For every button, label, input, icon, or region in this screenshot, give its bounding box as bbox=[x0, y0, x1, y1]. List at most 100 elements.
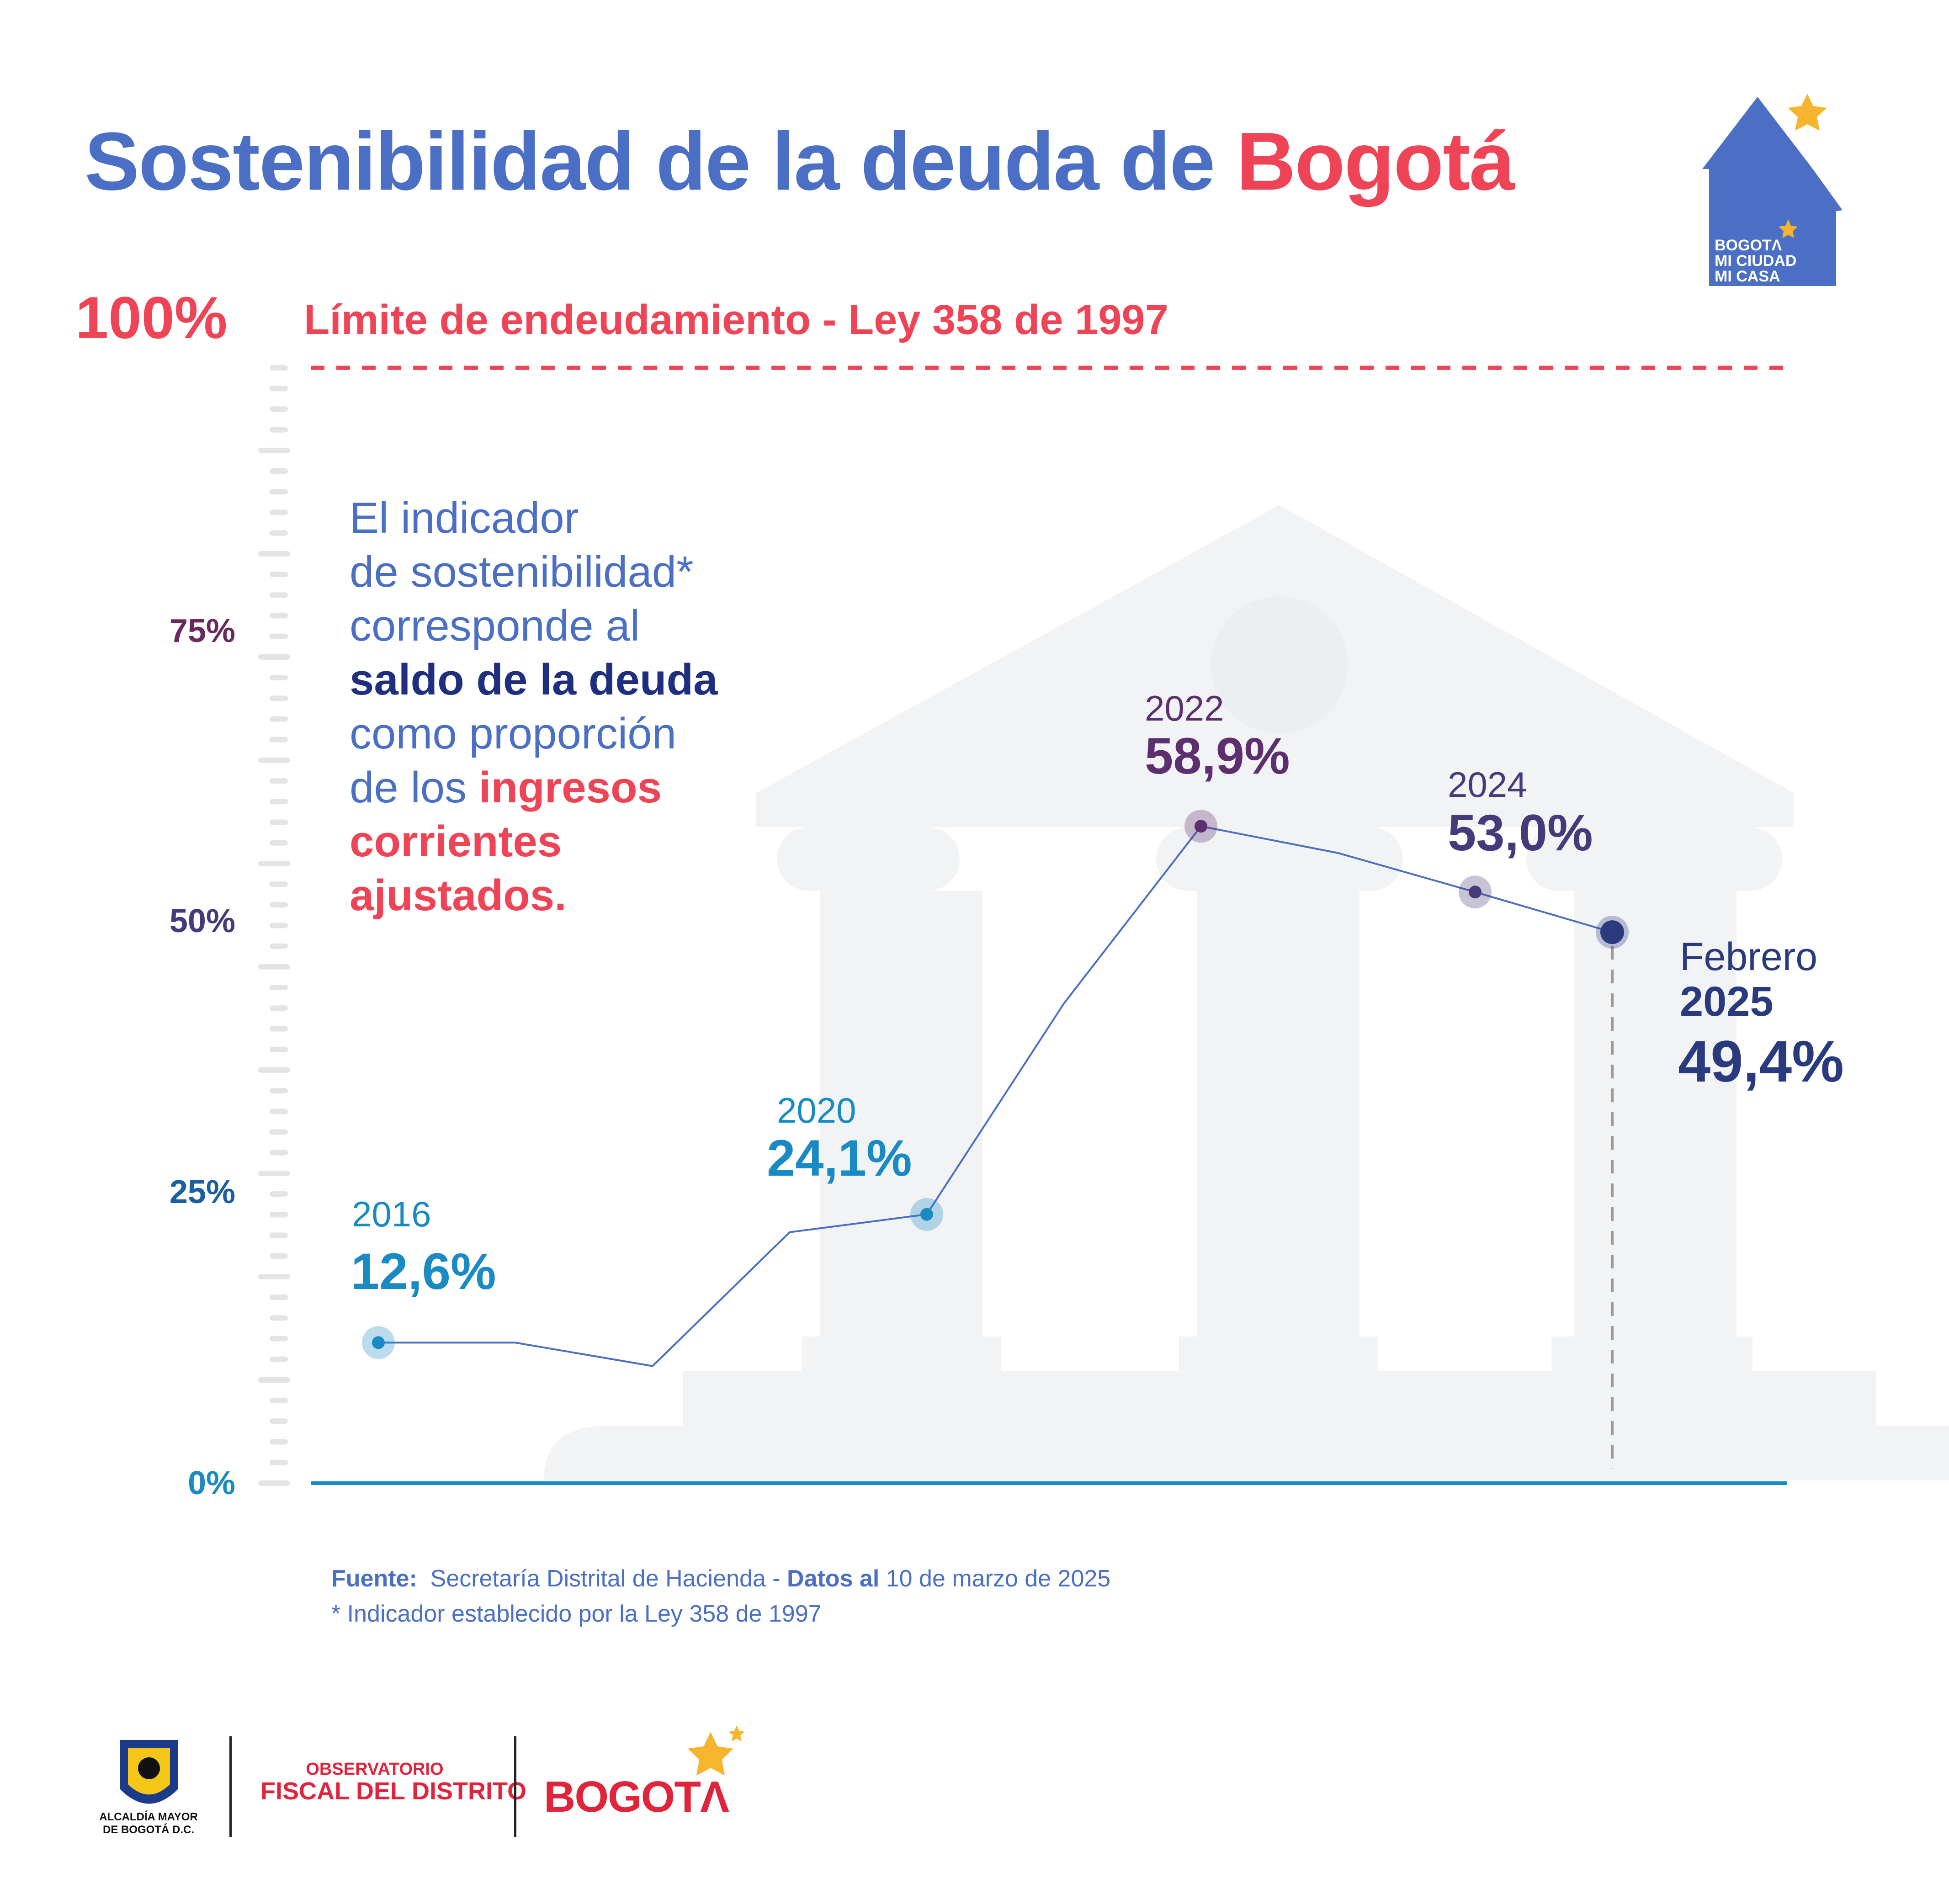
y-axis-tick bbox=[270, 1439, 288, 1445]
y-axis-tick bbox=[270, 1046, 288, 1052]
y-axis-tick bbox=[270, 1232, 288, 1238]
y-axis-tick bbox=[258, 1170, 290, 1176]
y-axis-tick bbox=[270, 881, 288, 887]
y-axis-tick bbox=[270, 509, 288, 515]
annotation-year-2020: 2020 bbox=[777, 1090, 856, 1130]
annotation-year-2024: 2024 bbox=[1448, 764, 1527, 805]
y-tick-0: 0% bbox=[187, 1465, 235, 1501]
annotation-year-2016: 2016 bbox=[352, 1194, 431, 1234]
y-axis-tick bbox=[270, 1108, 288, 1114]
data-point-febrero-2025 bbox=[1600, 920, 1624, 944]
y-axis-tick bbox=[270, 1336, 288, 1342]
y-axis-tick bbox=[270, 943, 288, 949]
y-axis-tick bbox=[270, 572, 288, 578]
y-axis-tick bbox=[270, 778, 288, 784]
y-axis-tick bbox=[270, 1212, 288, 1218]
y-axis-tick bbox=[270, 633, 288, 639]
star-icon bbox=[1779, 219, 1798, 238]
y-axis-tick bbox=[258, 757, 290, 763]
column-capital-left bbox=[777, 827, 960, 891]
y-axis-tick bbox=[270, 1356, 288, 1362]
y-axis-tick bbox=[258, 1480, 290, 1486]
y-axis-tick bbox=[270, 530, 288, 536]
annotation-value-2024: 53,0% bbox=[1448, 804, 1593, 861]
y-axis-tick bbox=[258, 964, 290, 970]
column-base-right bbox=[1551, 1337, 1753, 1371]
y-axis-tick bbox=[270, 489, 288, 495]
limit-value-label: 100% bbox=[75, 284, 228, 351]
column-base-left bbox=[802, 1337, 1001, 1371]
annotation-month-feb-2025: Febrero bbox=[1680, 935, 1818, 979]
bogota-star-icon bbox=[688, 1732, 733, 1776]
data-point-2020 bbox=[920, 1208, 933, 1221]
series-line bbox=[378, 825, 1613, 1367]
building-roof-ornament bbox=[1211, 596, 1348, 733]
annotation-value-feb-2025: 49,4% bbox=[1678, 1029, 1844, 1094]
data-point-2016 bbox=[372, 1336, 385, 1349]
y-axis-tick bbox=[270, 902, 288, 908]
y-axis-tick bbox=[270, 1026, 288, 1032]
coat-of-arms-logo bbox=[120, 1740, 178, 1804]
y-axis-tick bbox=[258, 1273, 290, 1279]
y-axis-tick bbox=[270, 1088, 288, 1094]
annotation-value-2016: 12,6% bbox=[351, 1243, 496, 1300]
footer-divider bbox=[514, 1736, 516, 1837]
y-axis-tick bbox=[270, 1005, 288, 1011]
house-logo bbox=[1702, 94, 1843, 286]
y-axis-tick bbox=[270, 427, 288, 433]
y-axis-tick bbox=[258, 447, 290, 453]
y-tick-25: 25% bbox=[169, 1174, 235, 1210]
y-axis-tick bbox=[270, 840, 288, 846]
y-tick-75: 75% bbox=[169, 613, 235, 649]
y-axis-tick bbox=[270, 675, 288, 681]
building-steps bbox=[544, 1426, 1949, 1480]
star-icon bbox=[1788, 94, 1827, 131]
y-axis-tick bbox=[270, 592, 288, 598]
y-axis-tick bbox=[270, 406, 288, 412]
building-illustration bbox=[544, 505, 1949, 1480]
y-axis-tick bbox=[270, 386, 288, 392]
source-line: Fuente: Secretaría Distrital de Hacienda… bbox=[331, 1565, 1111, 1592]
y-axis-tick bbox=[258, 551, 290, 557]
bogota-star-icon bbox=[728, 1725, 745, 1741]
column-right bbox=[1574, 891, 1737, 1337]
y-axis-tick bbox=[270, 1191, 288, 1197]
y-axis-tick bbox=[270, 737, 288, 743]
annotation-year-2022: 2022 bbox=[1145, 688, 1224, 728]
y-axis-tick bbox=[270, 365, 288, 371]
y-axis-tick bbox=[270, 716, 288, 722]
y-axis-tick bbox=[270, 799, 288, 805]
column-left bbox=[820, 891, 982, 1337]
bogota-logo: BOGOTΛ bbox=[544, 1772, 729, 1821]
y-axis-tick bbox=[270, 1150, 288, 1156]
limit-line-label: Límite de endeudamiento - Ley 358 de 199… bbox=[304, 297, 1168, 343]
y-axis-tick bbox=[270, 1315, 288, 1321]
y-axis-tick bbox=[270, 1418, 288, 1424]
page-title: Sostenibilidad de la deuda de Bogotá bbox=[85, 116, 1515, 207]
y-axis-tick bbox=[270, 1253, 288, 1259]
indicator-description: El indicador de sostenibilidad* correspo… bbox=[350, 493, 718, 920]
y-axis-tick bbox=[270, 1398, 288, 1404]
y-axis-ticks bbox=[258, 365, 290, 1486]
column-base-center bbox=[1179, 1337, 1378, 1371]
y-tick-50: 50% bbox=[169, 903, 235, 939]
y-axis-tick bbox=[270, 819, 288, 825]
y-axis-tick bbox=[270, 1459, 288, 1465]
annotation-year-2025: 2025 bbox=[1680, 978, 1774, 1025]
y-axis-tick bbox=[270, 468, 288, 474]
data-point-2022 bbox=[1195, 820, 1207, 833]
annotation-value-2022: 58,9% bbox=[1145, 727, 1290, 785]
column-capital-center bbox=[1156, 827, 1403, 891]
y-axis-tick bbox=[258, 860, 290, 866]
house-logo-text: BOGOTΛ MI CIUDAD MI CASA bbox=[1715, 237, 1797, 285]
y-axis-tick bbox=[270, 985, 288, 991]
page-title-accent: Bogotá bbox=[1236, 116, 1515, 207]
annotation-value-2020: 24,1% bbox=[767, 1130, 912, 1187]
data-point-2024 bbox=[1469, 886, 1482, 899]
alcaldia-logo-text: ALCALDÍA MAYOR DE BOGOTÁ D.C. bbox=[99, 1811, 198, 1836]
source-note: * Indicador establecido por la Ley 358 d… bbox=[331, 1601, 822, 1627]
y-axis-tick bbox=[270, 1129, 288, 1135]
data-points bbox=[362, 810, 1629, 1359]
column-center bbox=[1197, 891, 1360, 1337]
